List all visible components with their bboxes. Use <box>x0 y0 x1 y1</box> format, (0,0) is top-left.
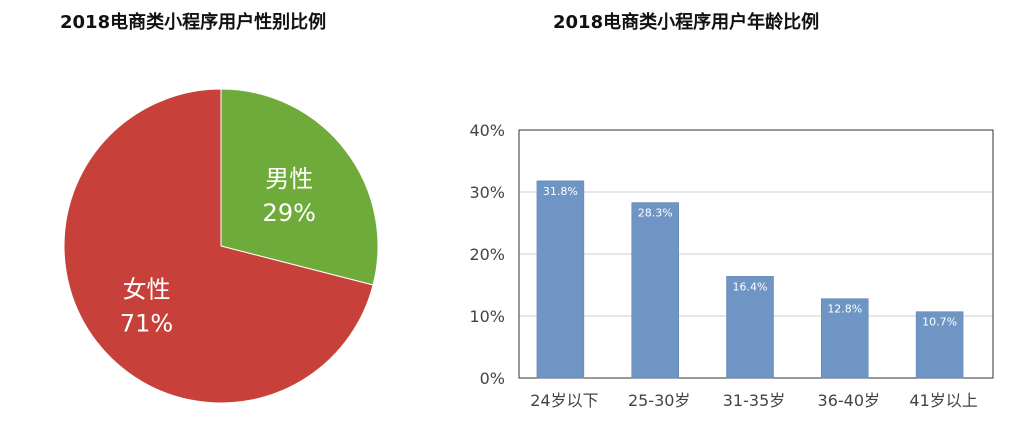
x-tick-label-0: 24岁以下 <box>530 391 598 410</box>
x-tick-label-1: 25-30岁 <box>628 391 691 410</box>
y-tick-label-2: 20% <box>469 245 505 264</box>
bar-3 <box>821 298 869 379</box>
bar-2 <box>726 276 774 379</box>
x-tick-label-2: 31-35岁 <box>723 391 786 410</box>
pie-slice-1 <box>63 88 374 404</box>
bar-data-label-1: 28.3% <box>638 207 673 220</box>
bar-0 <box>536 180 585 379</box>
y-tick-label-3: 30% <box>469 183 505 202</box>
pie-slice-name-0: 男性 <box>265 165 313 193</box>
pie-chart-title: 2018电商类小程序用户性别比例 <box>60 12 327 33</box>
bar-1 <box>631 202 679 379</box>
bar-data-label-2: 16.4% <box>733 280 768 293</box>
bar-4 <box>915 311 964 379</box>
bar-data-label-3: 12.8% <box>827 303 862 316</box>
x-tick-label-3: 36-40岁 <box>818 391 881 410</box>
y-tick-label-4: 40% <box>469 121 505 140</box>
y-tick-label-1: 10% <box>469 307 505 326</box>
pie-slice-label-1: 71% <box>120 310 173 338</box>
x-tick-label-4: 41岁以上 <box>909 391 977 410</box>
pie-slice-0 <box>220 88 379 286</box>
bar-data-label-0: 31.8% <box>543 185 578 198</box>
pie-slice-name-1: 女性 <box>123 276 171 304</box>
bar-data-label-4: 10.7% <box>922 316 957 329</box>
bar-chart-title: 2018电商类小程序用户年龄比例 <box>553 12 820 33</box>
y-tick-label-0: 0% <box>480 369 505 388</box>
pie-slice-label-0: 29% <box>263 199 316 227</box>
